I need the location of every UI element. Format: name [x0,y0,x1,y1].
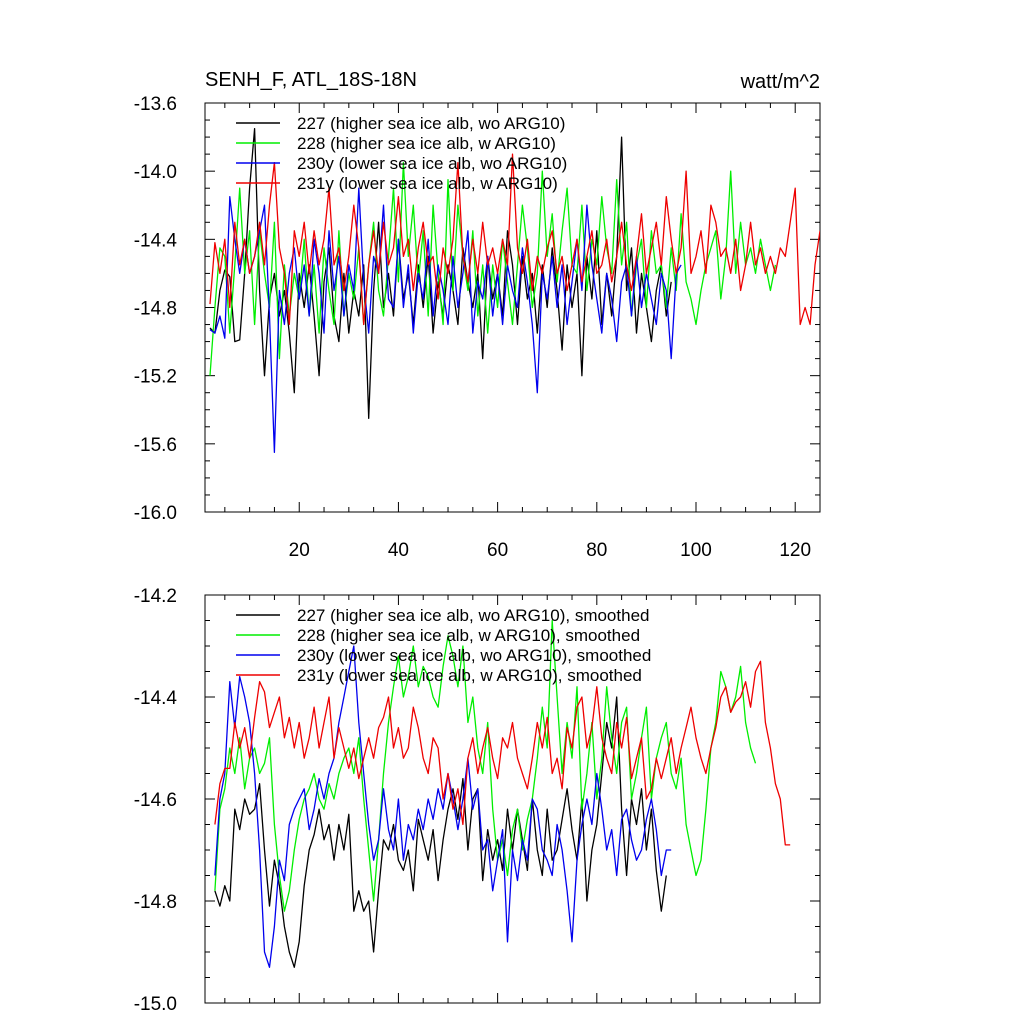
series-line-3 [214,660,791,846]
y-tick-label: -14.6 [134,790,177,811]
legend-label-0: 227 (higher sea ice alb, wo ARG10), smoo… [297,606,649,625]
y-tick-label: -14.4 [134,688,178,709]
units-label: watt/m^2 [740,71,820,93]
series-line-1 [209,161,777,376]
y-tick-label: -13.6 [134,94,177,115]
y-tick-label: -15.2 [134,367,177,388]
legend-label-2: 230y (lower sea ice alb, wo ARG10), smoo… [297,646,651,665]
x-tick-label: 20 [289,540,310,561]
series-line-2 [214,645,672,968]
legend-label-0: 227 (higher sea ice alb, wo ARG10) [297,114,565,133]
y-tick-label: -15.6 [134,435,177,456]
top-panel: 20 40 60 80 100 120 -16.0 -15.6 -15.2 -14.8 -14.4 -… [134,94,821,561]
legend-label-1: 228 (higher sea ice alb, w ARG10) [297,134,556,153]
y-tick-label: -14.4 [134,230,178,251]
y-tick-label: -14.8 [134,299,177,320]
legend-label-2: 230y (lower sea ice alb, wo ARG10) [297,154,567,173]
y-tick-label: -14.2 [134,586,177,607]
x-tick-label: 100 [680,540,712,561]
x-tick-label: 40 [388,540,409,561]
x-tick-label: 80 [586,540,607,561]
bottom-panel: -15.0 -14.8 -14.6 -14.4 -14.2 227 (higher sea… [134,586,821,1015]
legend-label-3: 231y (lower sea ice alb, w ARG10) [297,174,558,193]
series-line-0 [214,696,667,968]
series-line-3 [209,153,820,326]
series-line-2 [209,187,682,454]
y-tick-label: -16.0 [134,503,177,524]
y-tick-label: -15.0 [134,994,177,1015]
x-tick-label: 60 [487,540,508,561]
x-tick-label: 120 [779,540,811,561]
y-tick-label: -14.8 [134,892,177,913]
legend-label-3: 231y (lower sea ice alb, w ARG10), smoot… [297,666,642,685]
legend-label-1: 228 (higher sea ice alb, w ARG10), smoot… [297,626,640,645]
chart-title: SENH_F, ATL_18S-18N [205,69,417,91]
y-tick-label: -14.0 [134,162,177,183]
